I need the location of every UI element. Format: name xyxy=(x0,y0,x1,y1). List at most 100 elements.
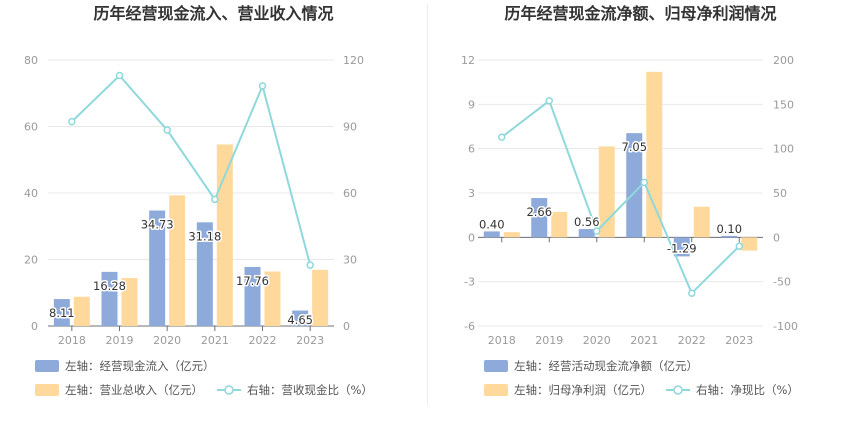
left-axis-tick-label: 12 xyxy=(461,54,475,67)
bar-data-label: 34.73 xyxy=(141,218,174,232)
legend-swatch-secondary-bar[interactable] xyxy=(35,384,59,396)
primary-bar[interactable] xyxy=(53,299,70,326)
legend-label-primary-bar[interactable]: 左轴：经营现金流入（亿元） xyxy=(65,359,215,373)
x-axis-tick-label: 2023 xyxy=(296,334,324,347)
legend-swatch-primary-bar[interactable] xyxy=(484,360,508,372)
ratio-point[interactable] xyxy=(545,97,553,105)
legend-label-primary-bar[interactable]: 左轴：经营活动现金流净额（亿元） xyxy=(514,359,698,373)
left-axis-tick-label: -6 xyxy=(464,320,475,333)
right-axis-tick-label: 100 xyxy=(773,143,794,156)
right-axis-tick-label: 150 xyxy=(773,98,794,111)
primary-bar[interactable] xyxy=(721,235,738,238)
cash-inflow-revenue-chart: 历年经营现金流入、营业收入情况 0 0 20 30 40 60 60 90 80 120 2018 20… xyxy=(24,4,373,397)
legend-label-line[interactable]: 右轴：净现比（%） xyxy=(696,383,799,397)
x-axis-tick-label: 2021 xyxy=(201,334,229,347)
left-axis-tick-label: 3 xyxy=(468,187,475,200)
ratio-point[interactable] xyxy=(68,117,76,126)
ratio-point[interactable] xyxy=(498,133,506,141)
ratio-line xyxy=(71,74,312,266)
legend-swatch-line-marker[interactable] xyxy=(673,385,683,395)
secondary-bar[interactable] xyxy=(73,296,90,326)
bar-data-label: 17.76 xyxy=(236,274,269,288)
secondary-bar[interactable] xyxy=(264,271,281,326)
x-axis-tick-label: 2018 xyxy=(58,334,86,347)
ratio-point[interactable] xyxy=(735,242,743,250)
bar-data-label: 2.66 xyxy=(526,205,552,219)
secondary-bar[interactable] xyxy=(598,146,615,238)
left-axis-tick-label: 80 xyxy=(24,54,38,67)
ratio-point[interactable] xyxy=(211,195,219,204)
bar-data-label: 0.56 xyxy=(574,215,600,229)
ratio-point[interactable] xyxy=(593,227,601,235)
bar-data-label: 4.65 xyxy=(287,313,313,327)
left-axis-tick-label: 40 xyxy=(24,187,38,200)
primary-bar[interactable] xyxy=(101,271,118,326)
x-axis-tick-label: 2019 xyxy=(535,334,563,347)
secondary-bar[interactable] xyxy=(169,195,186,326)
secondary-bar[interactable] xyxy=(121,278,138,326)
chart-title: 历年经营现金流净额、归母净利润情况 xyxy=(504,4,776,23)
x-axis-tick-label: 2020 xyxy=(583,334,611,347)
right-axis-tick-label: -50 xyxy=(773,276,791,289)
primary-bar[interactable] xyxy=(149,210,166,326)
left-axis-tick-label: 20 xyxy=(24,254,38,267)
left-axis-tick-label: 6 xyxy=(468,143,475,156)
right-axis-tick-label: 50 xyxy=(773,187,787,200)
secondary-bar[interactable] xyxy=(693,206,710,238)
x-axis-tick-label: 2019 xyxy=(106,334,134,347)
ratio-point[interactable] xyxy=(115,71,124,80)
primary-bar[interactable] xyxy=(292,310,309,326)
ratio-point[interactable] xyxy=(306,261,314,269)
legend-label-secondary-bar[interactable]: 左轴：归母净利润（亿元） xyxy=(514,383,652,397)
primary-bar[interactable] xyxy=(244,266,261,326)
secondary-bar[interactable] xyxy=(741,237,758,251)
primary-bar[interactable] xyxy=(531,198,548,238)
right-axis-tick-label: 0 xyxy=(773,231,780,244)
legend-swatch-primary-bar[interactable] xyxy=(35,360,59,372)
ratio-point[interactable] xyxy=(640,178,648,187)
legend-swatch-secondary-bar[interactable] xyxy=(484,384,508,396)
legend-label-line[interactable]: 右轴：营收现金比（%） xyxy=(247,383,373,397)
x-axis-tick-label: 2022 xyxy=(249,334,277,347)
right-axis-tick-label: 60 xyxy=(343,187,357,200)
bar-data-label: -1.29 xyxy=(667,241,697,255)
x-axis-tick-label: 2020 xyxy=(153,334,181,347)
ratio-point[interactable] xyxy=(163,126,171,134)
x-axis-tick-label: 2021 xyxy=(630,334,658,347)
primary-bar[interactable] xyxy=(483,231,500,238)
secondary-bar[interactable] xyxy=(216,144,233,326)
bar-data-label: 31.18 xyxy=(188,229,221,243)
bar-data-label: 8.11 xyxy=(49,306,75,320)
primary-bar[interactable] xyxy=(673,237,690,257)
left-axis-tick-label: 9 xyxy=(468,98,475,111)
ratio-point[interactable] xyxy=(258,82,267,90)
x-axis-tick-label: 2018 xyxy=(488,334,516,347)
primary-bar[interactable] xyxy=(626,133,643,238)
bar-data-label: 0.40 xyxy=(479,217,505,231)
legend-label-secondary-bar[interactable]: 左轴：营业总收入（亿元） xyxy=(65,383,203,397)
legend-swatch-line-marker[interactable] xyxy=(224,385,234,395)
secondary-bar[interactable] xyxy=(312,269,329,326)
right-axis-tick-label: 90 xyxy=(343,121,357,134)
left-axis-tick-label: -3 xyxy=(464,276,475,289)
right-axis-tick-label: 120 xyxy=(343,54,364,67)
x-axis-tick-label: 2023 xyxy=(725,334,753,347)
ratio-line xyxy=(501,99,740,295)
bar-data-label: 7.05 xyxy=(621,140,647,154)
secondary-bar[interactable] xyxy=(503,232,520,238)
secondary-bar[interactable] xyxy=(646,71,663,238)
x-axis-tick-label: 2022 xyxy=(678,334,706,347)
primary-bar[interactable] xyxy=(578,229,595,238)
chart-title: 历年经营现金流入、营业收入情况 xyxy=(93,4,333,23)
left-axis-tick-label: 0 xyxy=(468,231,475,244)
right-axis-tick-label: 200 xyxy=(773,54,794,67)
primary-bar[interactable] xyxy=(196,222,213,326)
secondary-bar[interactable] xyxy=(551,211,568,238)
left-axis-tick-label: 0 xyxy=(31,320,38,333)
panel-divider xyxy=(427,4,428,406)
right-axis-tick-label: -100 xyxy=(773,320,798,333)
net-cashflow-profit-chart: 历年经营现金流净额、归母净利润情况 -6 -100 -3 -50 0 0 3 50 6 100 9 15… xyxy=(461,4,799,397)
ratio-point[interactable] xyxy=(688,289,696,297)
right-axis-tick-label: 0 xyxy=(343,320,350,333)
